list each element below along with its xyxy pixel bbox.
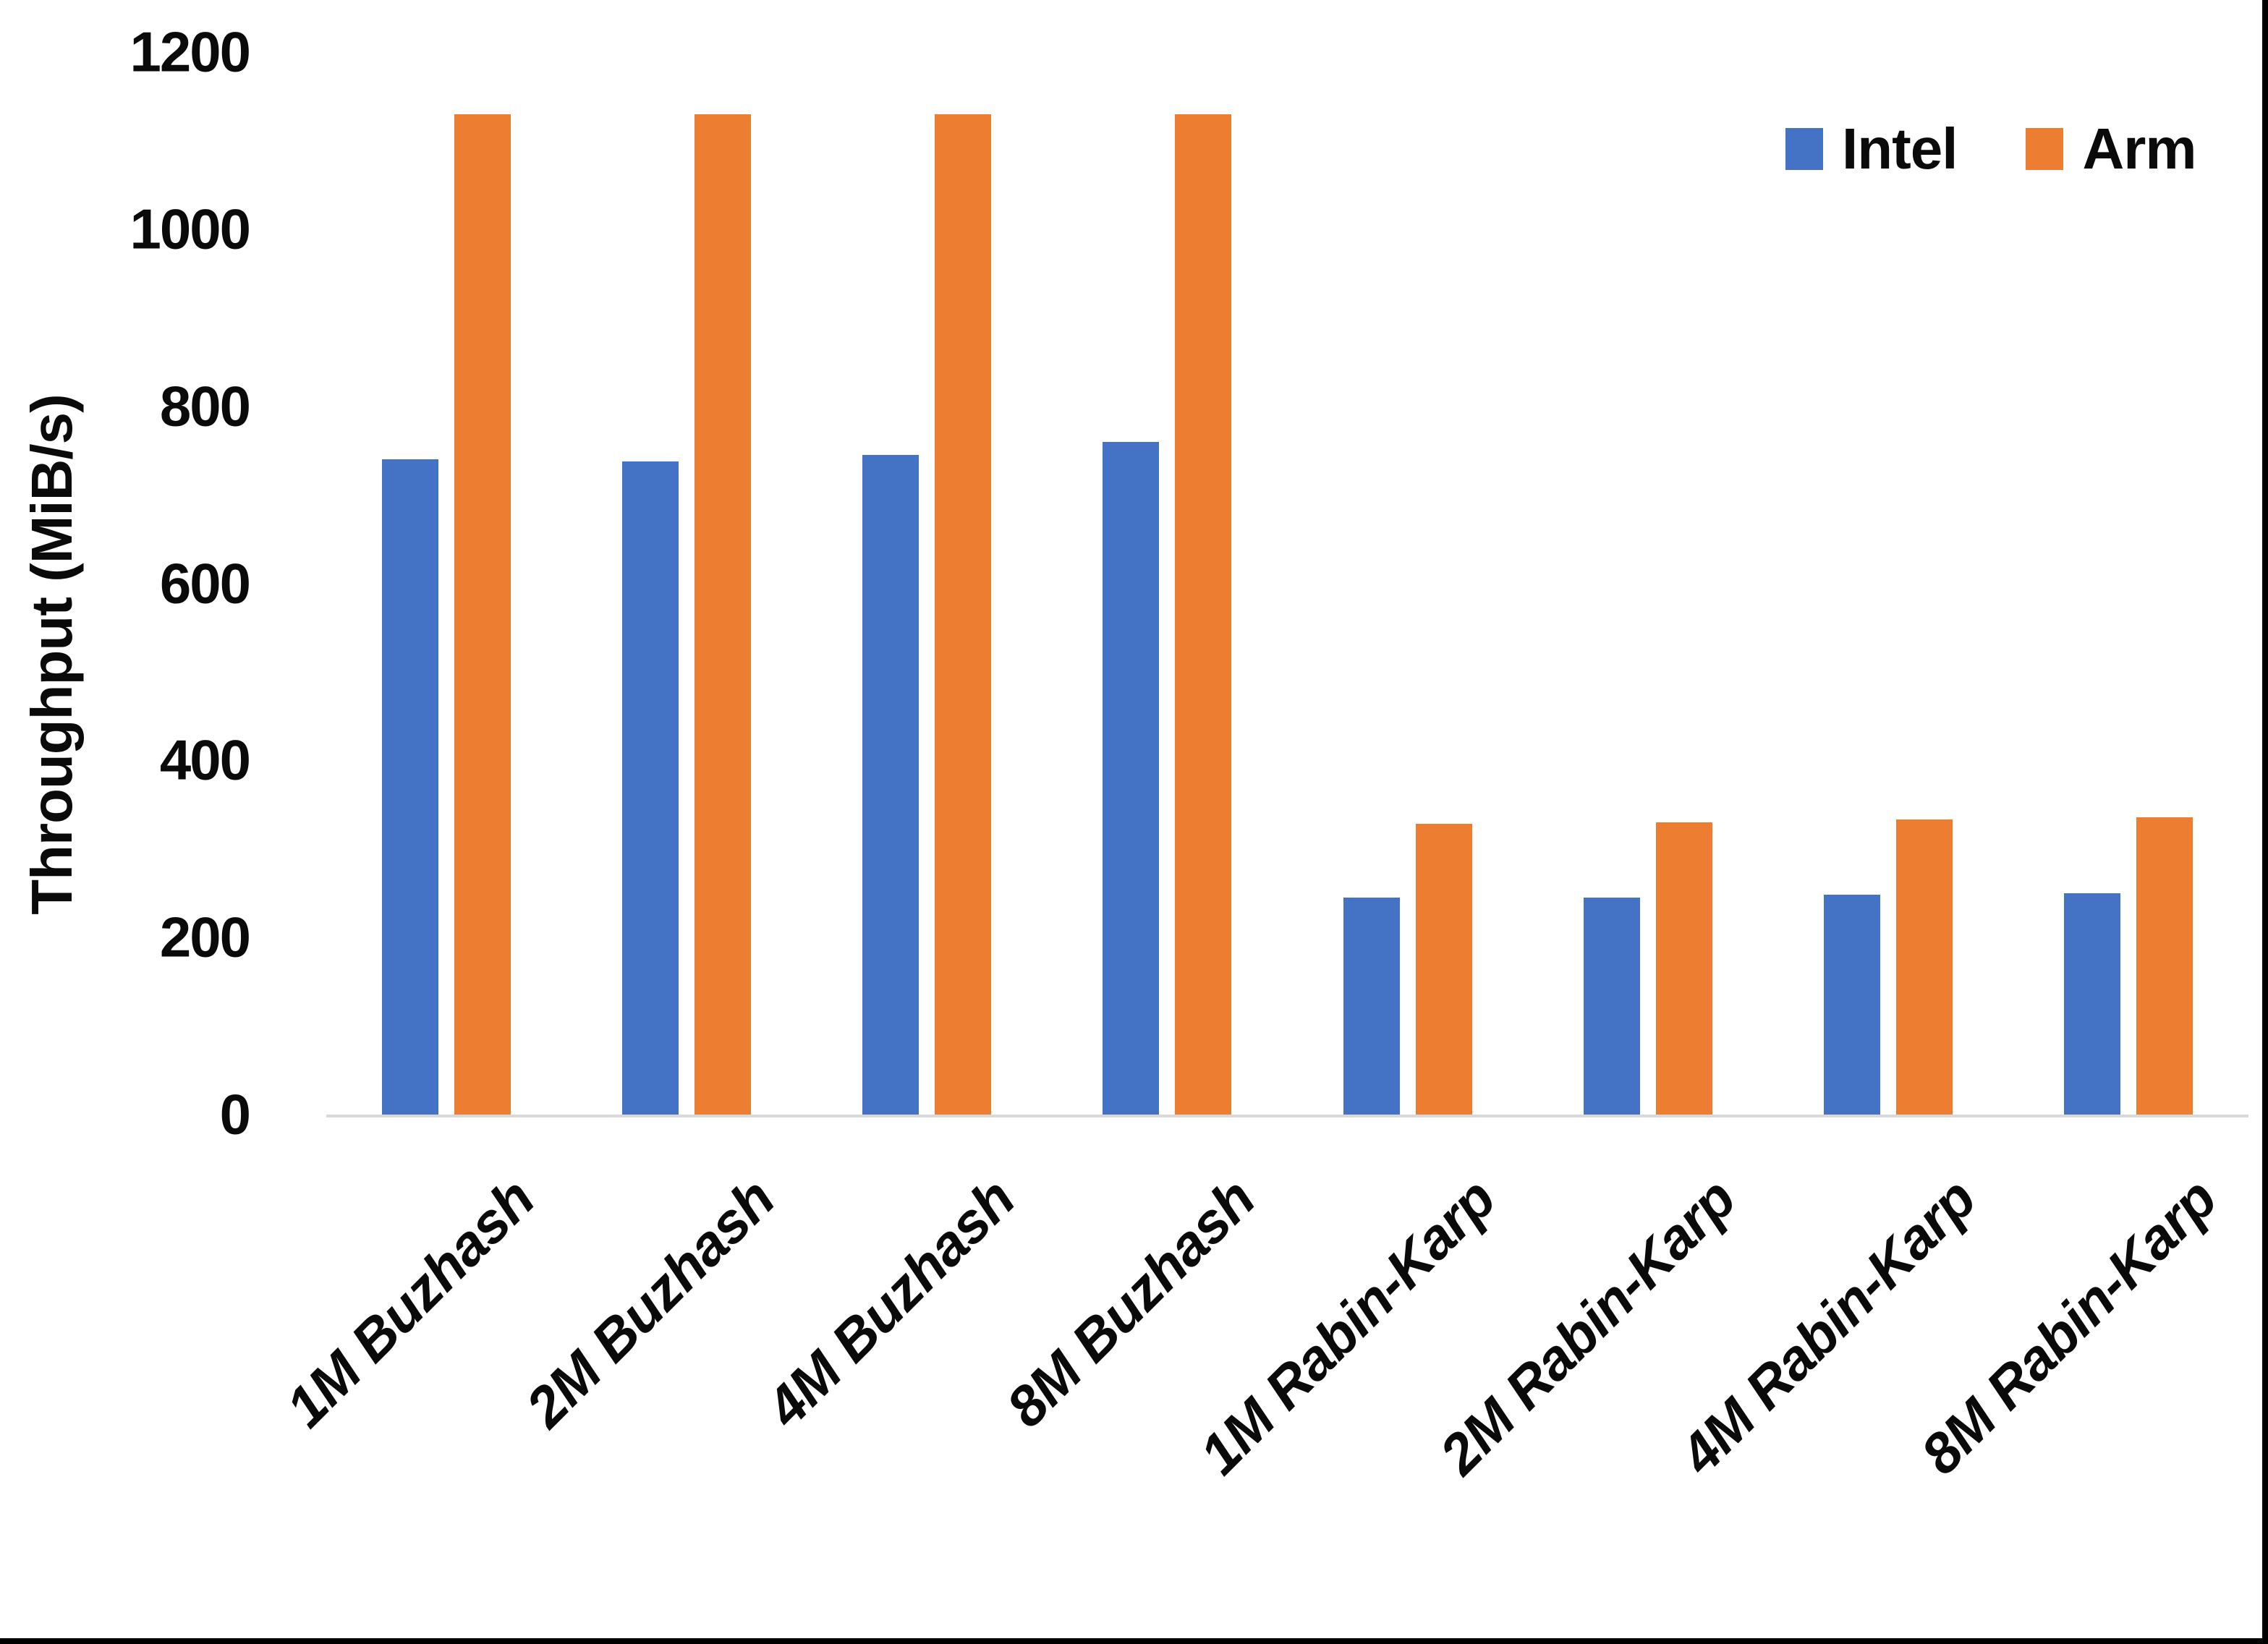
bar-group-8m-buzhash — [1047, 52, 1287, 1115]
bar-group-8m-rabin-karp — [2008, 52, 2248, 1115]
y-tick-600: 600 — [159, 551, 251, 615]
bar-arm-2m-buzhash — [695, 114, 752, 1115]
x-label-8m-buzhash: 8M Buzhash — [994, 1166, 1267, 1439]
y-tick-1200: 1200 — [129, 20, 251, 84]
bar-group-2m-buzhash — [566, 52, 807, 1115]
x-axis-line — [326, 1115, 2248, 1117]
bar-group-2m-rabin-karp — [1528, 52, 1768, 1115]
bar-group-1m-rabin-karp — [1288, 52, 1528, 1115]
bar-intel-2m-buzhash — [622, 461, 679, 1115]
legend-item-intel: Intel — [1785, 116, 1958, 182]
legend-label-arm: Arm — [2082, 116, 2196, 181]
x-label-2m-buzhash: 2M Buzhash — [514, 1166, 787, 1439]
bar-arm-4m-buzhash — [935, 114, 992, 1115]
bar-group-4m-buzhash — [807, 52, 1047, 1115]
bar-intel-4m-rabin-karp — [1823, 895, 1880, 1115]
x-label-4m-buzhash: 4M Buzhash — [754, 1166, 1027, 1439]
legend: Intel Arm — [1785, 116, 2197, 182]
y-tick-400: 400 — [159, 728, 251, 792]
y-axis-tick-labels: 0 200 400 600 800 1000 1200 — [0, 0, 251, 1644]
bar-group-1m-buzhash — [326, 52, 566, 1115]
bar-arm-1m-buzhash — [454, 114, 511, 1115]
y-tick-0: 0 — [219, 1082, 251, 1146]
bar-arm-1m-rabin-karp — [1415, 824, 1472, 1115]
bar-arm-8m-buzhash — [1175, 114, 1232, 1115]
legend-item-arm: Arm — [2026, 116, 2197, 182]
y-tick-800: 800 — [159, 374, 251, 438]
bar-arm-2m-rabin-karp — [1655, 822, 1712, 1115]
bar-intel-4m-buzhash — [862, 455, 919, 1115]
bar-arm-4m-rabin-karp — [1895, 819, 1953, 1115]
y-tick-200: 200 — [159, 905, 251, 969]
legend-swatch-intel — [1785, 128, 1823, 170]
bar-intel-1m-rabin-karp — [1343, 898, 1400, 1115]
window-edge-right — [2262, 0, 2268, 1644]
x-label-1m-buzhash: 1M Buzhash — [273, 1166, 546, 1439]
bar-intel-1m-buzhash — [382, 459, 439, 1115]
bar-intel-2m-rabin-karp — [1583, 898, 1640, 1115]
legend-swatch-arm — [2026, 128, 2064, 170]
bar-intel-8m-rabin-karp — [2063, 893, 2120, 1115]
bar-intel-8m-buzhash — [1103, 441, 1160, 1115]
bar-group-4m-rabin-karp — [1768, 52, 2008, 1115]
window-edge-bottom — [0, 1638, 2268, 1644]
legend-label-intel: Intel — [1842, 116, 1958, 181]
y-tick-1000: 1000 — [129, 197, 251, 261]
bar-arm-8m-rabin-karp — [2136, 817, 2193, 1115]
